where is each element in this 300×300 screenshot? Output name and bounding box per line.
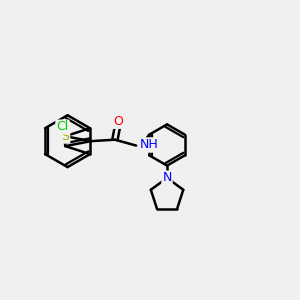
Text: N: N <box>162 172 172 184</box>
Text: NH: NH <box>140 139 158 152</box>
Text: S: S <box>61 130 69 143</box>
Text: O: O <box>113 115 123 128</box>
Text: NH: NH <box>140 139 158 152</box>
Text: Cl: Cl <box>56 121 68 134</box>
